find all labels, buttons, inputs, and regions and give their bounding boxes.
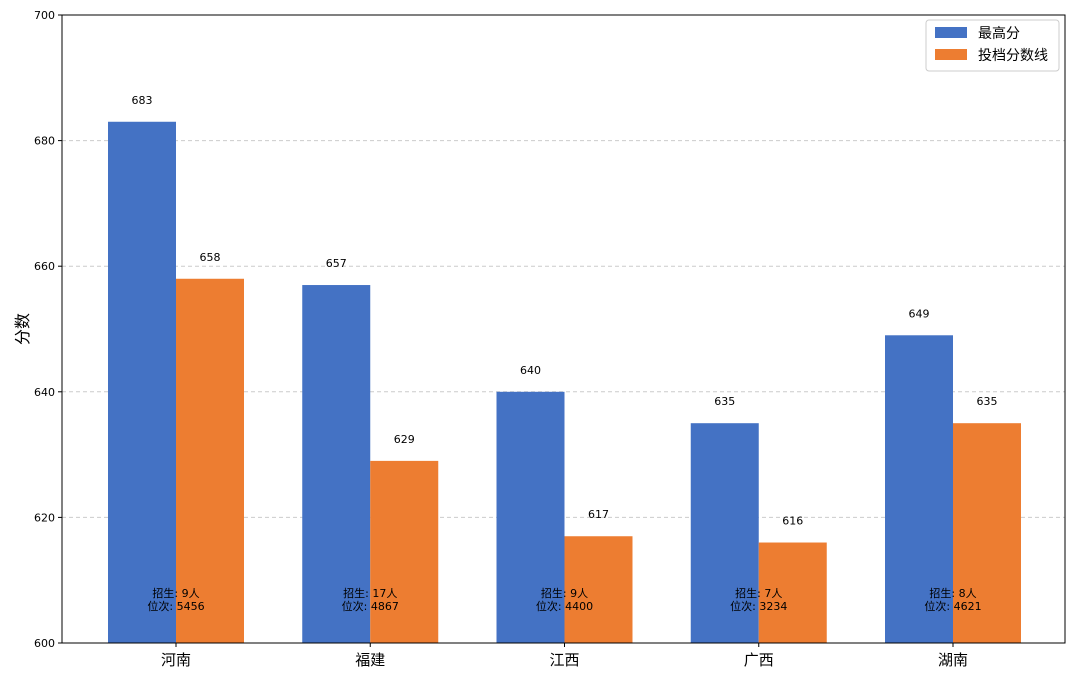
annotation-enrollment: 招生: 8人 [929,586,976,600]
legend-label: 最高分 [978,25,1020,42]
data-label: 635 [977,395,998,408]
data-label: 617 [588,508,609,521]
data-label: 635 [714,395,735,408]
bar-cutoff [953,423,1021,643]
x-tick-label: 河南 [161,651,191,669]
bar-max [108,121,176,643]
annotation-rank: 位次: 4867 [342,599,399,613]
bar-cutoff [176,278,244,643]
annotation-rank: 位次: 4400 [536,599,593,613]
y-tick-label: 620 [34,511,55,524]
data-label: 640 [520,364,541,377]
data-label: 629 [394,433,415,446]
data-label: 683 [132,94,153,107]
data-label: 658 [200,251,221,264]
annotation-enrollment: 招生: 9人 [541,586,588,600]
y-tick-label: 680 [34,135,55,148]
legend-swatch [935,49,967,60]
data-label: 649 [909,307,930,320]
bars [108,121,1021,643]
bar-max [885,335,953,643]
bar-cutoff [564,536,633,643]
x-tick-label: 广西 [744,651,774,669]
data-label: 616 [782,515,803,528]
data-label: 657 [326,257,347,270]
legend-label: 投档分数线 [978,48,1048,64]
legend-swatch [935,27,967,38]
annotation-enrollment: 招生: 9人 [152,586,199,600]
annotation-enrollment: 招生: 17人 [343,586,397,600]
annotation-rank: 位次: 3234 [730,599,787,613]
bar-cutoff [758,542,827,643]
annotation-rank: 位次: 5456 [147,599,204,613]
data-labels: 683 658 657 629 640 617 635 616 649 635 [132,94,998,528]
x-tick-label: 江西 [549,651,579,669]
annotation-rank: 位次: 4621 [924,599,981,613]
bar-max [302,285,371,643]
x-tick-label: 湖南 [938,651,968,669]
y-axis-label: 分数 [13,313,32,345]
plot-frame [61,14,1066,644]
y-tick-label: 660 [34,260,55,273]
y-tick-label: 600 [34,637,55,650]
annotation-enrollment: 招生: 7人 [735,586,782,600]
y-axis: 600 620 640 660 680 700 [34,9,62,650]
y-tick-label: 640 [34,386,55,399]
x-tick-label: 福建 [355,651,385,669]
bar-max [496,391,565,643]
y-tick-label: 700 [34,9,55,22]
bar-max [690,423,759,643]
bar-cutoff [370,460,439,643]
x-axis: 河南 福建 江西 广西 湖南 [161,643,968,669]
